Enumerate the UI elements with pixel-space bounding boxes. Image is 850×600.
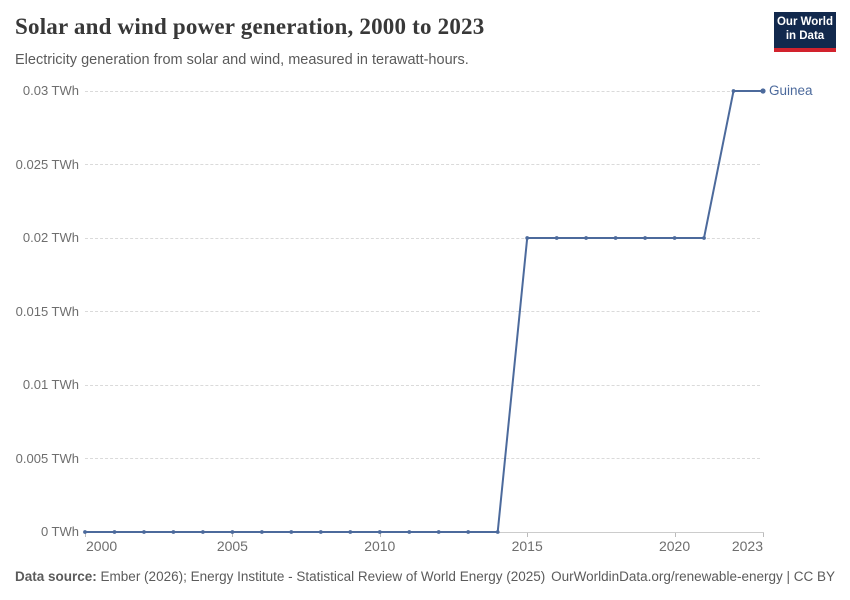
x-axis-tick-label: 2005 — [216, 538, 248, 554]
series-label-guinea: Guinea — [769, 83, 813, 98]
chart-subtitle: Electricity generation from solar and wi… — [15, 52, 469, 68]
x-axis-tick-label: 2010 — [364, 538, 396, 554]
y-axis-tick-label: 0.025 TWh — [15, 156, 79, 172]
footer-source: Data source: Ember (2026); Energy Instit… — [15, 569, 545, 584]
x-axis-tick — [232, 533, 234, 537]
y-axis-tick-label: 0.01 TWh — [22, 377, 79, 392]
x-axis-tick — [674, 533, 676, 537]
x-axis-tick-label: 2000 — [86, 538, 118, 554]
footer-source-text: Ember (2026); Energy Institute - Statist… — [100, 569, 546, 584]
y-axis-tick-label: 0.03 TWh — [22, 83, 79, 98]
x-axis-tick-label: 2023 — [731, 538, 763, 554]
gridline-y — [85, 384, 760, 386]
x-axis-line — [84, 532, 764, 533]
x-axis-tick — [527, 533, 529, 537]
y-axis-tick-label: 0.005 TWh — [15, 450, 79, 466]
data-point — [760, 88, 766, 94]
logo-line2: in Data — [785, 30, 825, 42]
x-axis-tick-label: 2015 — [511, 538, 543, 554]
y-axis-tick-label: 0.015 TWh — [15, 303, 79, 319]
chart-footer: Data source: Ember (2026); Energy Instit… — [15, 569, 835, 584]
y-axis-tick-label: 0.02 TWh — [22, 230, 79, 245]
gridline-y — [85, 311, 760, 312]
owid-logo: Our World in Data — [774, 12, 836, 52]
x-axis-tick-label: 2020 — [658, 538, 691, 554]
gridline-y — [85, 90, 760, 92]
footer-source-label: Data source: — [15, 569, 97, 584]
x-axis-tick — [379, 533, 381, 537]
logo-line1: Our World — [776, 16, 833, 29]
gridline-y — [85, 164, 760, 165]
y-axis-tick-label: 0 TWh — [40, 524, 79, 539]
x-axis-tick — [763, 533, 764, 537]
footer-credit-link[interactable]: OurWorldinData.org/renewable-energy | CC… — [551, 569, 835, 584]
gridline-y — [85, 458, 760, 459]
x-axis-tick — [85, 533, 86, 537]
gridline-y — [85, 237, 760, 239]
chart-title: Solar and wind power generation, 2000 to… — [15, 14, 485, 39]
